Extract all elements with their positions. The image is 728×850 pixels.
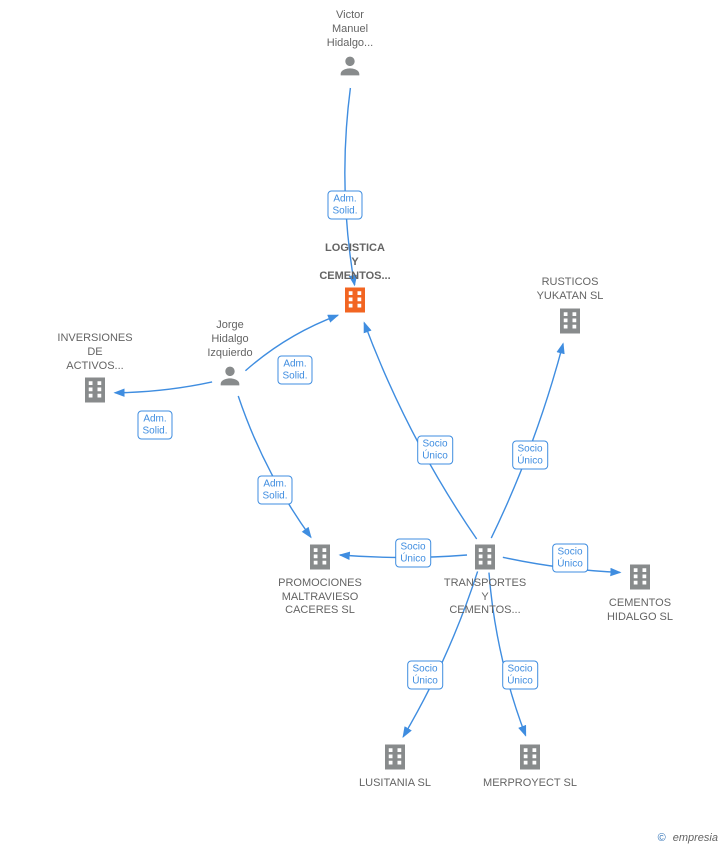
node-victor[interactable]: Victor Manuel Hidalgo... <box>300 9 400 85</box>
building-icon <box>470 542 500 572</box>
edge-label-transportes-lusitania: Socio Único <box>407 661 443 690</box>
node-label: LUSITANIA SL <box>345 777 445 791</box>
edge-label-victor-logistica: Adm. Solid. <box>327 191 362 220</box>
node-label: TRANSPORTES Y CEMENTOS... <box>435 577 535 618</box>
node-merproyect[interactable]: MERPROYECT SL <box>480 740 580 791</box>
building-icon <box>305 542 335 572</box>
node-transportes[interactable]: TRANSPORTES Y CEMENTOS... <box>435 540 535 618</box>
building-icon <box>625 562 655 592</box>
building-icon <box>340 285 370 315</box>
edge-transportes-logistica <box>364 323 476 539</box>
edge-label-jorge-logistica: Adm. Solid. <box>277 356 312 385</box>
building-icon <box>555 306 585 336</box>
node-label: Jorge Hidalgo Izquierdo <box>180 319 280 360</box>
edge-jorge-promociones <box>238 396 311 537</box>
node-cementosh[interactable]: CEMENTOS HIDALGO SL <box>590 560 690 624</box>
edge-label-transportes-cementosh: Socio Único <box>552 544 588 573</box>
node-label: Victor Manuel Hidalgo... <box>300 9 400 50</box>
edge-label-jorge-inversiones: Adm. Solid. <box>137 411 172 440</box>
edge-label-transportes-merproyect: Socio Único <box>502 661 538 690</box>
node-label: CEMENTOS HIDALGO SL <box>590 597 690 625</box>
node-logistica[interactable]: LOGISTICA Y CEMENTOS... <box>305 242 405 320</box>
edges-layer <box>0 0 728 850</box>
edge-label-transportes-rusticos: Socio Único <box>512 441 548 470</box>
building-icon <box>380 742 410 772</box>
node-jorge[interactable]: Jorge Hidalgo Izquierdo <box>180 319 280 395</box>
brand-name: empresia <box>673 832 718 844</box>
building-icon <box>80 375 110 405</box>
person-icon <box>336 52 364 80</box>
node-label: PROMOCIONES MALTRAVIESO CACERES SL <box>270 577 370 618</box>
person-icon <box>216 362 244 390</box>
node-rusticos[interactable]: RUSTICOS YUKATAN SL <box>520 276 620 340</box>
copyright-symbol: © <box>658 832 666 844</box>
footer-brand: © empresia <box>658 832 718 844</box>
node-lusitania[interactable]: LUSITANIA SL <box>345 740 445 791</box>
edge-label-transportes-logistica: Socio Único <box>417 436 453 465</box>
edge-label-jorge-promociones: Adm. Solid. <box>257 476 292 505</box>
edge-label-transportes-promociones: Socio Único <box>395 539 431 568</box>
building-icon <box>515 742 545 772</box>
node-label: MERPROYECT SL <box>480 777 580 791</box>
node-label: INVERSIONES DE ACTIVOS... <box>45 332 145 373</box>
node-inversiones[interactable]: INVERSIONES DE ACTIVOS... <box>45 332 145 410</box>
node-label: RUSTICOS YUKATAN SL <box>520 276 620 304</box>
node-label: LOGISTICA Y CEMENTOS... <box>305 242 405 283</box>
node-promociones[interactable]: PROMOCIONES MALTRAVIESO CACERES SL <box>270 540 370 618</box>
